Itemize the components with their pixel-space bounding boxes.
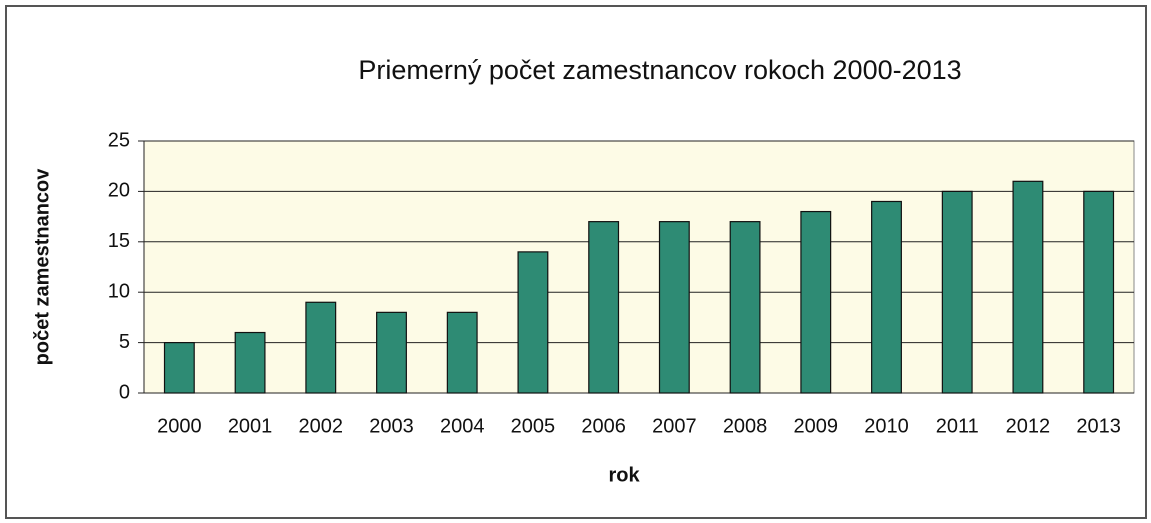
x-tick-label: 2004 [440, 415, 485, 437]
y-tick-label: 0 [119, 381, 130, 403]
bar [163, 342, 195, 394]
x-tick-label: 2008 [723, 415, 768, 437]
y-tick-label: 10 [108, 280, 130, 302]
bar [376, 311, 407, 394]
x-tick-label: 2009 [794, 415, 839, 437]
x-tick-label: 2010 [864, 415, 909, 437]
x-tick-label: 2013 [1076, 415, 1121, 437]
y-tick-label: 5 [119, 331, 130, 353]
x-tick-label: 2002 [299, 415, 344, 437]
bar [517, 251, 549, 394]
bar [658, 221, 690, 394]
x-tick-label: 2007 [652, 415, 697, 437]
x-tick-label: 2003 [369, 415, 414, 437]
bar [1012, 180, 1044, 394]
chart-title: Priemerný počet zamestnancov rokoch 2000… [358, 55, 961, 85]
bar [1083, 190, 1115, 394]
bar [234, 331, 266, 394]
x-tick-label: 2001 [228, 415, 273, 437]
y-tick-label: 20 [108, 180, 130, 202]
bar [446, 311, 478, 394]
bar [871, 200, 902, 394]
x-tick-label: 2000 [157, 415, 202, 437]
x-tick-label: 2012 [1006, 415, 1051, 437]
bar [305, 301, 337, 394]
y-tick-label: 15 [108, 230, 130, 252]
x-tick-label: 2011 [936, 415, 979, 437]
x-tick-label: 2005 [511, 415, 556, 437]
x-tick-label: 2006 [581, 415, 626, 437]
y-tick-label: 25 [108, 129, 130, 151]
y-axis-label: počet zamestnancov [31, 168, 53, 366]
bar [941, 190, 973, 394]
bar [800, 210, 832, 394]
plot-area [143, 140, 1135, 394]
x-axis-label: rok [608, 464, 640, 486]
bar [729, 221, 761, 394]
bar [588, 221, 620, 394]
